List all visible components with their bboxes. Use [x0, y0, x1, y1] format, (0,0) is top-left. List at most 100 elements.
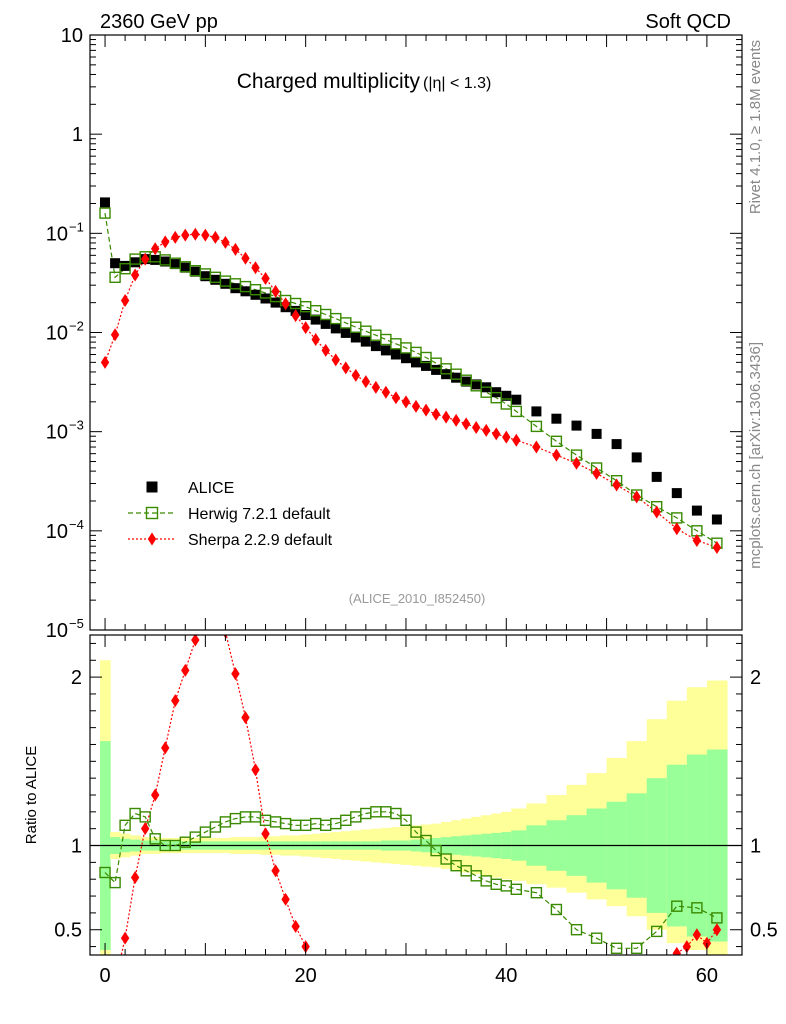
sherpa-point [532, 440, 541, 454]
alice-point [300, 310, 311, 320]
sherpa-point [321, 343, 330, 357]
herwig-point [450, 368, 462, 380]
ratio-axes: 0.5 0.51 12 20 20 40 60 [54, 634, 778, 987]
sherpa-ratio-point [672, 946, 681, 955]
sherpa-point [421, 403, 431, 417]
ratio-y-tick-label: 1 [71, 836, 82, 858]
sherpa-point [311, 332, 320, 346]
sherpa-point [431, 407, 441, 421]
alice-point [461, 376, 472, 387]
alice-point [320, 318, 331, 329]
herwig-ratio-point [651, 925, 663, 938]
sherpa-point [261, 272, 270, 286]
sherpa-ratio-point [151, 788, 160, 802]
sherpa-point [461, 417, 471, 431]
ratio-uncertainty-bands [100, 660, 728, 955]
sherpa-ratio-line [120, 635, 307, 955]
alice-point [431, 364, 442, 375]
alice-point [160, 256, 171, 267]
sherpa-point [331, 353, 340, 367]
energy-label: 2360 GeV pp [100, 11, 218, 33]
alice-point [390, 349, 401, 360]
alice-point [451, 372, 462, 383]
herwig-point [360, 325, 372, 337]
alice-point [411, 357, 421, 368]
sherpa-point [612, 478, 621, 492]
ratio-series-group [90, 570, 742, 988]
legend-herwig-marker [145, 506, 159, 520]
y-tick-exponent: −4 [69, 517, 84, 532]
y-tick-exponent: −3 [69, 418, 84, 433]
ratio-y-tick-label: 0.5 [54, 920, 82, 942]
sherpa-point [100, 355, 110, 369]
alice-point [631, 452, 642, 463]
site-label: mcplots.cern.ch [arXiv:1306.3436] [747, 342, 764, 569]
legend: ALICE Herwig 7.2.1 default Sherpa 2.2.9 de… [128, 480, 333, 549]
sherpa-ratio-point [111, 975, 119, 988]
alice-point [270, 297, 281, 308]
sherpa-point [231, 242, 240, 256]
sherpa-point [211, 230, 220, 244]
alice-point [330, 323, 341, 334]
chart-subtitle: (|η| < 1.3) [423, 75, 491, 92]
band-group [100, 660, 728, 955]
legend-label: ALICE [188, 480, 234, 497]
alice-point [110, 258, 121, 269]
herwig-ratio-point [119, 819, 131, 831]
sherpa-ratio-point [271, 864, 280, 878]
ratio-y-tick-label: 2 [71, 667, 82, 689]
sherpa-point [391, 391, 401, 405]
legend-label: Sherpa 2.2.9 default [188, 532, 333, 549]
sherpa-point [201, 228, 210, 242]
sherpa-ratio-line [676, 929, 718, 954]
herwig-point [99, 207, 111, 219]
herwig-ratio-point [139, 811, 151, 823]
ratio-ylabel: Ratio to ALICE [23, 746, 40, 844]
herwig-ratio-point [590, 932, 603, 944]
herwig-ratio-point [109, 876, 121, 889]
sherpa-point [441, 410, 451, 424]
sherpa-point [401, 395, 411, 409]
sherpa-point [502, 430, 511, 444]
alice-point [511, 394, 522, 405]
herwig-ratio-point [550, 903, 563, 916]
herwig-ratio-point [530, 887, 543, 899]
herwig-point [119, 263, 131, 275]
alice-point [210, 274, 221, 285]
herwig-point [550, 435, 563, 447]
sherpa-point [482, 423, 491, 437]
sherpa-point [251, 261, 260, 275]
ratio-y-tick-label: 1 [750, 836, 761, 858]
sherpa-point [592, 466, 601, 480]
sherpa-ratio-point [712, 923, 722, 937]
herwig-point [350, 321, 362, 333]
sherpa-point [692, 533, 702, 547]
alice-point [370, 341, 381, 352]
alice-point [471, 379, 482, 390]
y-tick-exponent: −5 [69, 616, 84, 631]
analysis-watermark: (ALICE_2010_I852450) [349, 591, 486, 606]
alice-point [711, 514, 722, 525]
herwig-ratio-point [149, 833, 161, 845]
alice-point [571, 420, 582, 431]
alice-point [170, 259, 181, 270]
sherpa-point [672, 522, 681, 536]
herwig-ratio-point [99, 866, 111, 879]
x-tick-label: 0 [99, 965, 110, 987]
sherpa-point [632, 490, 641, 504]
herwig-point [330, 312, 342, 325]
main-series-group [99, 197, 723, 554]
herwig-ratio-point [631, 942, 643, 954]
sherpa-point [361, 375, 371, 389]
sherpa-ratio-point [692, 928, 702, 942]
x-tick-label: 40 [495, 965, 517, 987]
herwig-ratio-point [440, 853, 452, 865]
sherpa-ratio-point [161, 741, 170, 755]
sherpa-ratio-point [211, 570, 219, 583]
sherpa-point [221, 235, 230, 249]
sherpa-ratio-point [201, 595, 209, 608]
sherpa-ratio-point [181, 663, 190, 677]
sherpa-point [151, 242, 160, 256]
